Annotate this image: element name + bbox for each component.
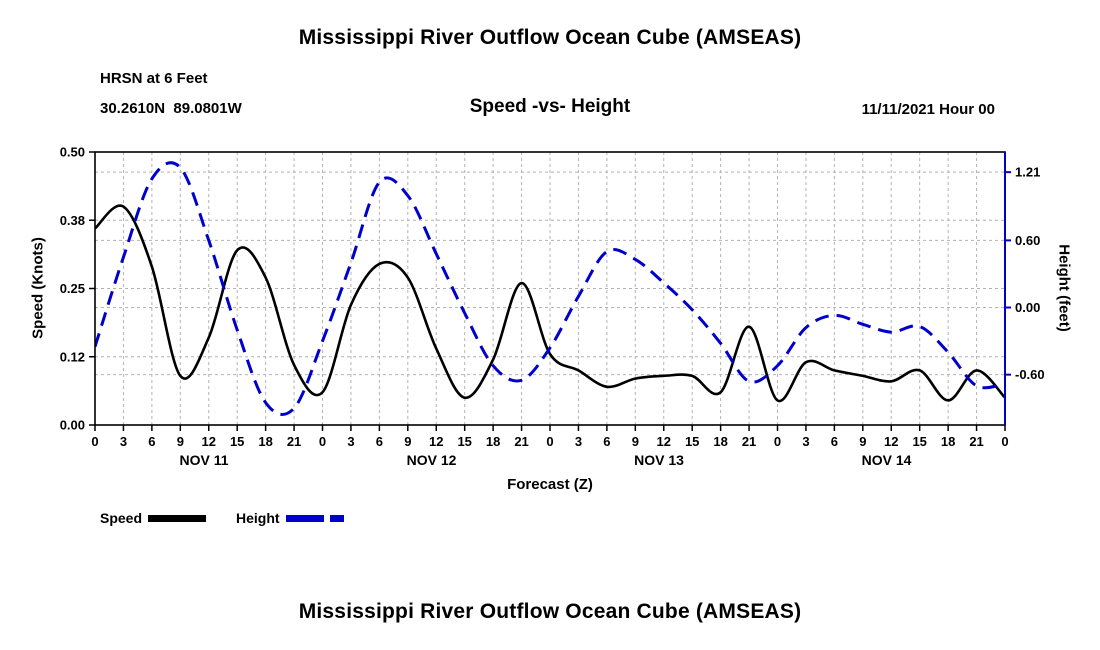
svg-text:0.38: 0.38	[60, 213, 85, 228]
svg-text:12: 12	[202, 434, 216, 449]
svg-text:9: 9	[632, 434, 639, 449]
svg-text:0.25: 0.25	[60, 281, 85, 296]
svg-text:6: 6	[603, 434, 610, 449]
x-axis-title: Forecast (Z)	[507, 476, 593, 493]
chart-subtitle: Speed -vs- Height	[469, 96, 631, 117]
legend-speed-swatch	[148, 514, 207, 522]
svg-text:18: 18	[486, 434, 500, 449]
svg-text:0: 0	[319, 434, 326, 449]
svg-text:0: 0	[1001, 434, 1008, 449]
svg-text:6: 6	[376, 434, 383, 449]
svg-text:0.50: 0.50	[60, 145, 85, 160]
svg-text:0.12: 0.12	[60, 349, 85, 364]
svg-text:NOV 12: NOV 12	[407, 452, 457, 468]
svg-text:18: 18	[941, 434, 955, 449]
svg-text:-0.60: -0.60	[1015, 367, 1045, 382]
svg-text:3: 3	[575, 434, 582, 449]
svg-text:3: 3	[347, 434, 354, 449]
svg-text:12: 12	[884, 434, 898, 449]
station-label: HRSN at 6 Feet	[100, 70, 208, 87]
svg-text:21: 21	[969, 434, 983, 449]
legend-speed-label: Speed	[100, 510, 143, 526]
svg-text:0: 0	[546, 434, 553, 449]
svg-text:21: 21	[742, 434, 756, 449]
right-axis-title: Height (feet)	[1055, 244, 1073, 332]
svg-text:12: 12	[429, 434, 443, 449]
svg-text:NOV 11: NOV 11	[179, 452, 228, 468]
svg-text:9: 9	[177, 434, 184, 449]
svg-text:0.60: 0.60	[1015, 233, 1040, 248]
svg-text:0: 0	[774, 434, 781, 449]
svg-text:3: 3	[120, 434, 127, 449]
svg-text:18: 18	[258, 434, 272, 449]
legend-height-label: Height	[236, 510, 280, 526]
svg-text:6: 6	[831, 434, 838, 449]
svg-text:21: 21	[514, 434, 528, 449]
chart-title-bottom: Mississippi River Outflow Ocean Cube (AM…	[298, 600, 802, 623]
svg-text:9: 9	[859, 434, 866, 449]
svg-text:3: 3	[802, 434, 809, 449]
svg-text:15: 15	[912, 434, 926, 449]
chart-title-top: Mississippi River Outflow Ocean Cube (AM…	[298, 26, 802, 49]
svg-text:0.00: 0.00	[60, 418, 85, 433]
svg-text:9: 9	[404, 434, 411, 449]
svg-text:15: 15	[230, 434, 244, 449]
svg-text:0: 0	[91, 434, 98, 449]
left-axis-title: Speed (Knots)	[29, 237, 47, 339]
svg-text:12: 12	[657, 434, 671, 449]
svg-text:0.00: 0.00	[1015, 300, 1040, 315]
svg-text:NOV 13: NOV 13	[634, 452, 684, 468]
legend: Speed Height	[100, 510, 344, 526]
svg-text:1.21: 1.21	[1015, 165, 1040, 180]
legend-height-swatch	[285, 514, 344, 522]
svg-text:18: 18	[713, 434, 727, 449]
svg-text:15: 15	[457, 434, 471, 449]
svg-text:21: 21	[287, 434, 301, 449]
forecast-datetime-label: 11/11/2021 Hour 00	[861, 101, 995, 118]
svg-text:6: 6	[148, 434, 155, 449]
coordinates-label: 30.2610N 89.0801W	[100, 100, 242, 117]
svg-text:NOV 14: NOV 14	[862, 452, 912, 468]
svg-text:15: 15	[685, 434, 699, 449]
